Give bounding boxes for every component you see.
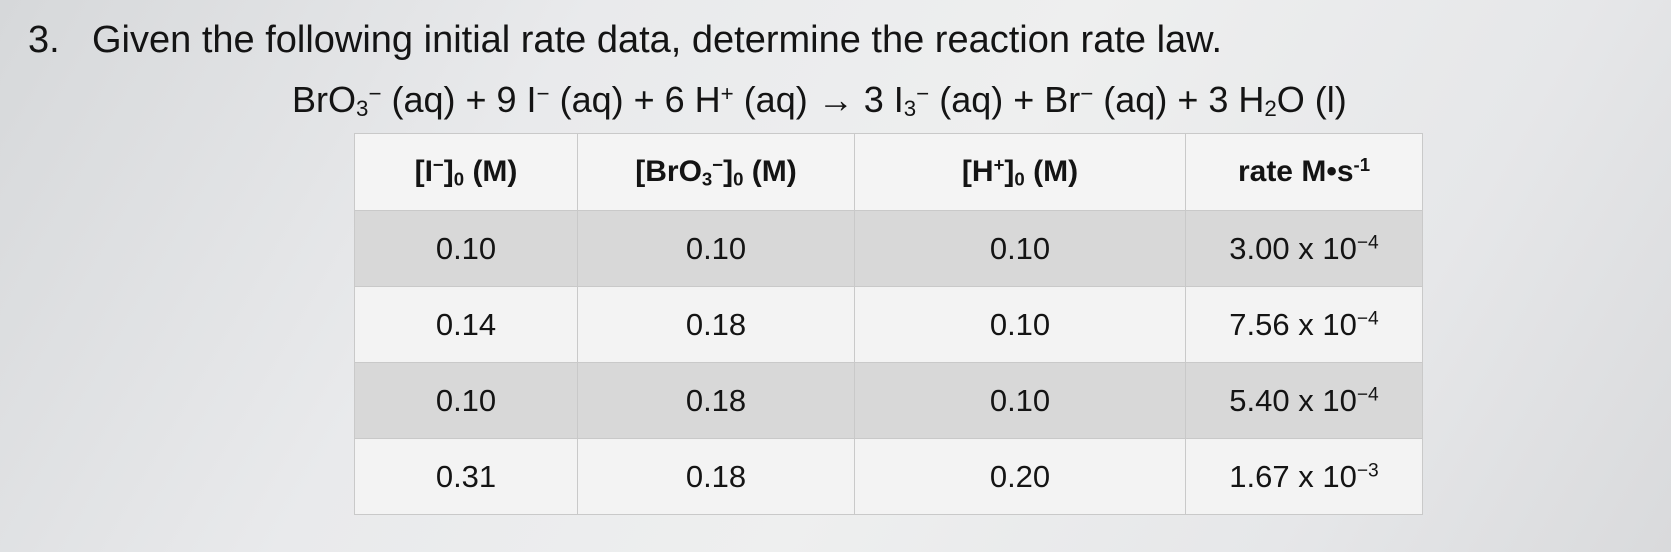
eq-part-4: (aq) + Br bbox=[929, 79, 1081, 120]
eq-bromate-charge: − bbox=[368, 80, 382, 106]
question-number: 3. bbox=[28, 19, 60, 61]
eq-iodide-charge: − bbox=[536, 80, 550, 106]
eq-triiodide-charge: − bbox=[916, 80, 930, 106]
eq-part-5: (aq) + 3 H bbox=[1093, 79, 1265, 120]
header-iodide: [I−]0 (M) bbox=[354, 133, 578, 211]
eq-water-sub: 2 bbox=[1264, 96, 1277, 122]
header-bromate: [BrO3−]0 (M) bbox=[577, 133, 855, 211]
table-row: 0.31 0.18 0.20 1.67 x 10−3 bbox=[354, 438, 1423, 515]
cell-iodide: 0.31 bbox=[354, 438, 578, 515]
cell-hydrogen: 0.10 bbox=[854, 210, 1186, 287]
reaction-equation: BrO3− (aq) + 9 I− (aq) + 6 H+ (aq) → 3 I… bbox=[292, 78, 1347, 122]
cell-hydrogen: 0.10 bbox=[854, 286, 1186, 363]
header-rate: rate M•s-1 bbox=[1185, 133, 1423, 211]
table-row: 0.10 0.18 0.10 5.40 x 10−4 bbox=[354, 362, 1423, 439]
cell-bromate: 0.18 bbox=[577, 362, 855, 439]
eq-part-6: O (l) bbox=[1276, 79, 1347, 120]
eq-part-3: (aq) → 3 I bbox=[733, 79, 904, 120]
eq-hydrogen-charge: + bbox=[720, 80, 734, 106]
question-text: Given the following initial rate data, d… bbox=[92, 19, 1223, 61]
eq-bromide-charge: − bbox=[1080, 80, 1094, 106]
cell-iodide: 0.10 bbox=[354, 210, 578, 287]
cell-bromate: 0.18 bbox=[577, 438, 855, 515]
cell-hydrogen: 0.20 bbox=[854, 438, 1186, 515]
eq-part-1: (aq) + 9 I bbox=[381, 79, 537, 120]
cell-bromate: 0.18 bbox=[577, 286, 855, 363]
cell-rate: 1.67 x 10−3 bbox=[1185, 438, 1423, 515]
header-hydrogen: [H+]0 (M) bbox=[854, 133, 1186, 211]
cell-rate: 5.40 x 10−4 bbox=[1185, 362, 1423, 439]
rate-data-table: [I−]0 (M) [BrO3−]0 (M) [H+]0 (M) rate M•… bbox=[354, 133, 1423, 515]
eq-bromate: BrO bbox=[292, 79, 357, 120]
cell-iodide: 0.14 bbox=[354, 286, 578, 363]
cell-iodide: 0.10 bbox=[354, 362, 578, 439]
question-heading: 3. Given the following initial rate data,… bbox=[28, 16, 1222, 64]
table-header-row: [I−]0 (M) [BrO3−]0 (M) [H+]0 (M) rate M•… bbox=[354, 133, 1423, 211]
eq-part-2: (aq) + 6 H bbox=[549, 79, 721, 120]
cell-hydrogen: 0.10 bbox=[854, 362, 1186, 439]
eq-bromate-sub: 3 bbox=[356, 96, 369, 122]
cell-rate: 3.00 x 10−4 bbox=[1185, 210, 1423, 287]
table-row: 0.10 0.10 0.10 3.00 x 10−4 bbox=[354, 210, 1423, 287]
cell-bromate: 0.10 bbox=[577, 210, 855, 287]
cell-rate: 7.56 x 10−4 bbox=[1185, 286, 1423, 363]
table-row: 0.14 0.18 0.10 7.56 x 10−4 bbox=[354, 286, 1423, 363]
eq-triiodide-sub: 3 bbox=[903, 96, 917, 122]
